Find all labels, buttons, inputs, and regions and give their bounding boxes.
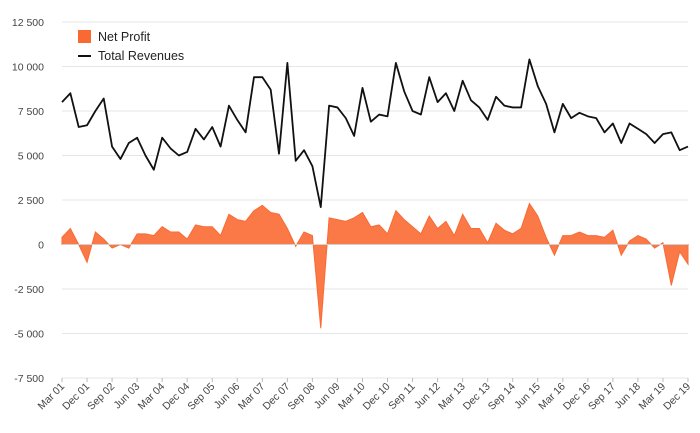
y-tick-label: 2 500 bbox=[18, 195, 44, 207]
x-tick-label: Dec 16 bbox=[561, 381, 593, 413]
y-tick-label: -5 000 bbox=[14, 329, 44, 341]
x-tick-label: Sep 08 bbox=[286, 381, 318, 413]
x-tick-label: Dec 13 bbox=[461, 381, 493, 413]
y-tick-label: -7 500 bbox=[14, 373, 44, 385]
x-tick-label: Sep 11 bbox=[386, 381, 418, 413]
plot-area bbox=[61, 58, 689, 329]
x-tick-label: Dec 04 bbox=[160, 381, 192, 413]
y-tick-label: 7 500 bbox=[18, 106, 44, 118]
y-tick-label: -2 500 bbox=[14, 284, 44, 296]
x-tick-label: Sep 14 bbox=[486, 381, 518, 413]
y-tick-label: 5 000 bbox=[18, 151, 44, 163]
net-profit-area bbox=[61, 202, 689, 329]
legend-swatch-net-profit bbox=[78, 30, 91, 43]
y-tick-label: 10 000 bbox=[12, 62, 44, 74]
x-tick-label: Dec 19 bbox=[661, 381, 693, 413]
x-tick-label: Sep 05 bbox=[185, 381, 217, 413]
gridlines bbox=[62, 21, 688, 379]
y-axis: 12 500 10 000 7 500 5 000 2 500 0 -2 500 -5 000… bbox=[12, 17, 44, 385]
x-tick-label: Dec 10 bbox=[361, 381, 393, 413]
legend-label-total-revenues: Total Revenues bbox=[98, 49, 184, 63]
legend: Net Profit Total Revenues bbox=[78, 30, 184, 63]
total-revenues-line bbox=[61, 58, 689, 209]
y-tick-label: 0 bbox=[38, 240, 44, 252]
x-tick-label: Sep 02 bbox=[85, 381, 117, 413]
legend-label-net-profit: Net Profit bbox=[98, 30, 151, 44]
x-tick-label: Sep 17 bbox=[586, 381, 618, 413]
y-tick-label: 12 500 bbox=[12, 17, 44, 29]
x-tick-label: Dec 01 bbox=[60, 381, 92, 413]
